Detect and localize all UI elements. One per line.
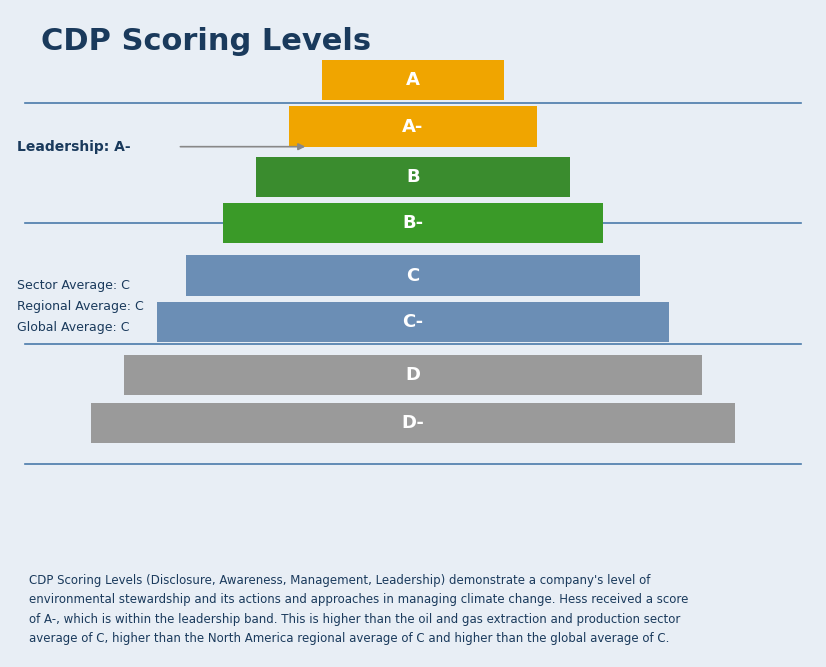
Text: C: C xyxy=(406,267,420,285)
Bar xyxy=(157,302,669,342)
Text: D: D xyxy=(406,366,420,384)
Text: Sector Average: C
Regional Average: C
Global Average: C: Sector Average: C Regional Average: C Gl… xyxy=(17,279,143,334)
Text: D-: D- xyxy=(401,414,425,432)
Text: B-: B- xyxy=(402,214,424,232)
Text: B: B xyxy=(406,168,420,186)
Bar xyxy=(322,60,504,100)
Bar xyxy=(289,106,537,147)
Text: C-: C- xyxy=(402,313,424,331)
Bar xyxy=(91,403,735,443)
Text: Leadership: A-: Leadership: A- xyxy=(17,139,131,153)
Text: A-: A- xyxy=(402,117,424,135)
Text: CDP Scoring Levels (Disclosure, Awareness, Management, Leadership) demonstrate a: CDP Scoring Levels (Disclosure, Awarenes… xyxy=(29,574,688,645)
Bar xyxy=(124,355,702,396)
Bar xyxy=(186,255,640,295)
Bar xyxy=(256,157,570,197)
Text: CDP Scoring Levels: CDP Scoring Levels xyxy=(41,27,372,56)
Bar xyxy=(223,203,603,243)
Text: A: A xyxy=(406,71,420,89)
